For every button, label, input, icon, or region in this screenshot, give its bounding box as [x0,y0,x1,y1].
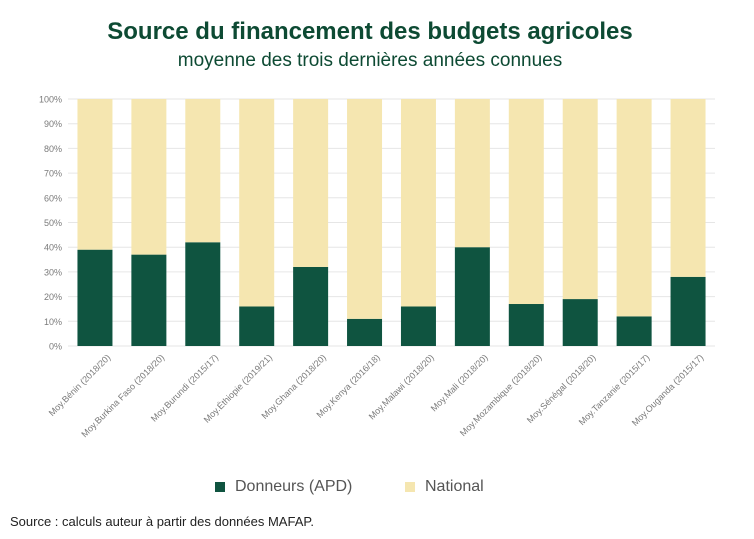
bar-segment-national [131,99,167,255]
y-tick-label: 70% [44,169,62,179]
source-note: Source : calculs auteur à partir des don… [10,514,314,529]
y-tick-label: 10% [44,317,62,327]
bar-segment-national [239,99,275,307]
bar-segment-donneurs [185,242,221,346]
chart-subtitle: moyenne des trois dernières années connu… [177,50,563,71]
bar-segment-national [347,99,383,319]
y-tick-label: 40% [44,243,62,253]
bar-segment-national [293,99,329,267]
bar-segment-donneurs [670,276,706,346]
bar-segment-national [400,99,436,307]
y-tick-label: 100% [39,95,62,105]
bar-segment-donneurs [400,306,436,346]
bar-segment-national [670,99,706,277]
y-tick-label: 30% [44,267,62,277]
bar-segment-donneurs [562,299,598,346]
bar-segment-national [508,99,544,305]
bar-segment-donneurs [616,316,652,346]
y-tick-label: 20% [44,292,62,302]
bar-segment-national [616,99,652,317]
legend-label-donneurs: Donneurs (APD) [235,478,353,495]
bar-segment-national [77,99,113,250]
y-tick-label: 60% [44,193,62,203]
stacked-bar-chart: 0%10%20%30%40%50%60%70%80%90%100%Moy.Bén… [39,95,715,439]
bar-segment-donneurs [239,306,275,346]
y-tick-label: 50% [44,218,62,228]
x-tick-label: Moy.Mali (2018/20) [429,352,490,413]
bar-segment-donneurs [508,304,544,346]
legend-swatch-donneurs [215,482,225,492]
legend-item-donneurs: Donneurs (APD) [215,478,352,496]
legend-label-national: National [425,478,484,495]
chart-legend: Donneurs (APD) National [0,478,754,500]
bar-segment-donneurs [77,249,113,346]
bar-segment-national [562,99,598,300]
legend-swatch-national [405,482,415,492]
bar-segment-donneurs [347,318,383,346]
bar-segment-donneurs [293,266,329,346]
legend-item-national: National [405,478,484,496]
chart-title: Source du financement des budgets agrico… [107,18,633,45]
bar-segment-donneurs [131,254,167,346]
bar-segment-national [185,99,221,243]
bar-segment-donneurs [454,247,490,346]
y-tick-label: 0% [49,342,62,352]
bar-segment-national [454,99,490,248]
y-tick-label: 90% [44,119,62,129]
y-tick-label: 80% [44,144,62,154]
